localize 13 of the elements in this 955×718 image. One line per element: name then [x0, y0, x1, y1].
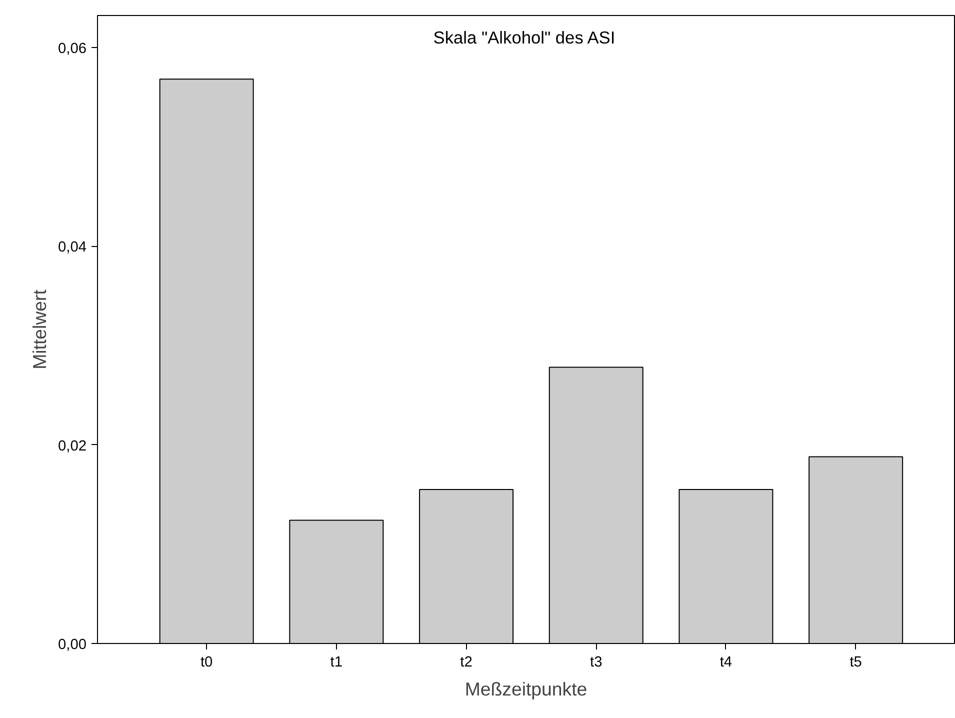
- y-tick-label: 0,02: [58, 438, 87, 454]
- x-tick-label: t3: [590, 654, 602, 670]
- x-tick-label: t4: [720, 654, 732, 670]
- x-tick-label: t0: [200, 654, 213, 670]
- x-tick-label: t1: [330, 654, 343, 670]
- text: Skala "Alkohol" des ASI: [433, 27, 616, 48]
- x-tick-label: t5: [850, 654, 862, 670]
- y-axis-title: Mittelwert: [28, 288, 50, 370]
- y-tick-label: 0,00: [58, 637, 87, 653]
- x-axis-title: Meßzeitpunkte: [464, 678, 588, 700]
- y-tick-label: 0,06: [58, 40, 87, 57]
- y-tick-label: 0,04: [58, 240, 87, 256]
- x-tick-label: t2: [460, 654, 472, 670]
